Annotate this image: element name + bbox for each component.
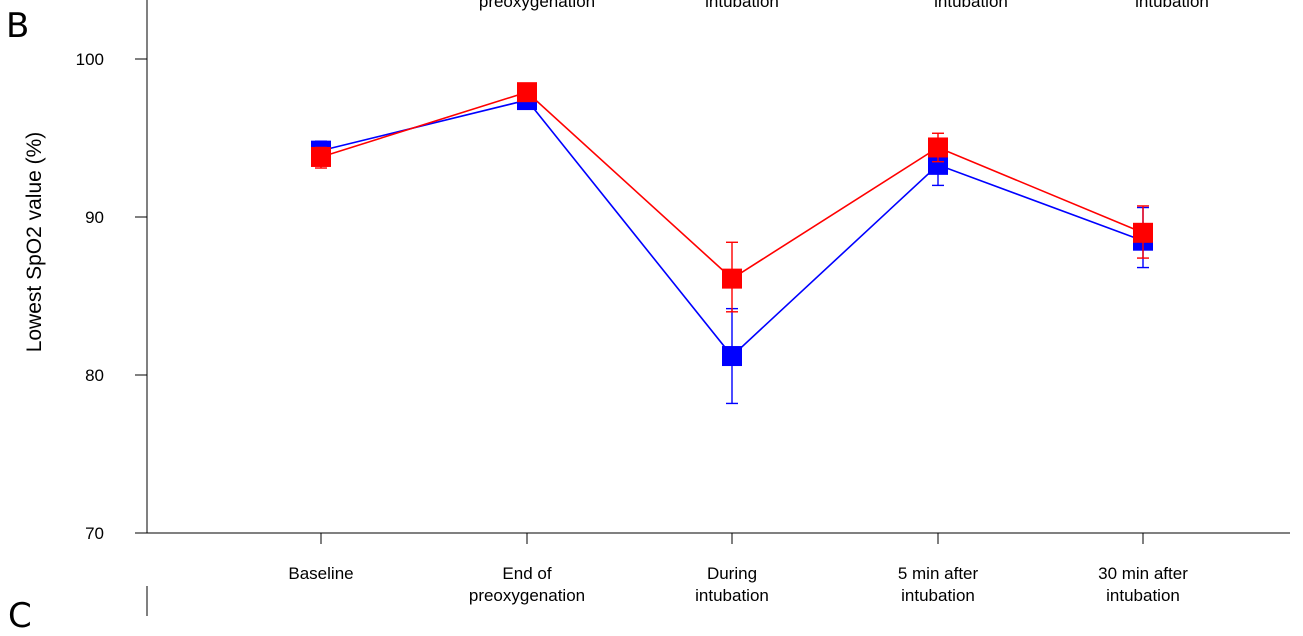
chart-axes	[146, 0, 1290, 616]
x-tick-label: 5 min after intubation	[898, 564, 979, 605]
y-tick-label: 100	[76, 50, 104, 69]
data-point	[311, 146, 331, 167]
data-point	[1133, 222, 1153, 243]
top-cut-label: intubation	[705, 0, 779, 11]
data-point	[722, 346, 742, 367]
top-cut-label: intubation	[934, 0, 1008, 11]
y-axis-label: Lowest SpO2 value (%)	[23, 132, 46, 353]
y-tick-label: 90	[85, 208, 104, 227]
series-layer	[311, 82, 1153, 405]
data-point	[517, 82, 537, 103]
x-tick-label: End of preoxygenation	[469, 564, 585, 605]
x-tick-label: During intubation	[695, 564, 769, 605]
top-cut-labels: preoxygenation intubation intubation intuba…	[479, 0, 1209, 11]
spo2-line-chart: preoxygenation intubation intubation intuba…	[23, 0, 1290, 616]
y-tick-label: 70	[85, 524, 104, 543]
top-cut-label: intubation	[1135, 0, 1209, 11]
series-1	[311, 82, 1153, 313]
x-axis-ticks: Baseline End of preoxygenation During intuba…	[288, 533, 1188, 605]
x-tick-label: Baseline	[288, 564, 353, 583]
panel-label-b: B	[6, 6, 30, 46]
data-point	[928, 137, 948, 158]
y-tick-label: 80	[85, 366, 104, 385]
data-point	[928, 154, 948, 175]
top-cut-label: preoxygenation	[479, 0, 595, 11]
y-axis-ticks: 70 80 90 100	[76, 50, 147, 543]
x-tick-label: 30 min after intubation	[1098, 564, 1188, 605]
data-point	[722, 268, 742, 289]
